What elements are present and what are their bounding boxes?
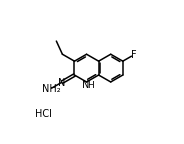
Text: H: H: [87, 80, 93, 90]
Text: N: N: [82, 80, 89, 90]
Text: HCl: HCl: [35, 109, 52, 119]
Text: F: F: [131, 50, 137, 60]
Text: NH₂: NH₂: [42, 84, 60, 94]
Text: N: N: [59, 78, 66, 88]
